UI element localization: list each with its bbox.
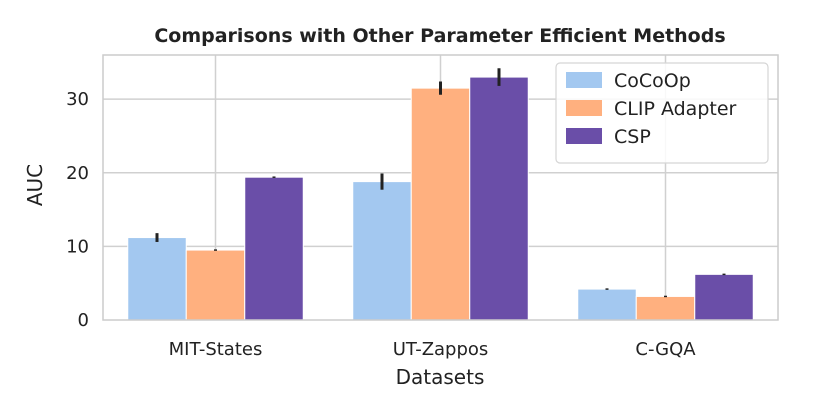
x-tick-label: MIT-States bbox=[169, 339, 263, 360]
bar-cocoop-mit-states bbox=[127, 237, 187, 321]
legend: CoCoOp CLIP Adapter CSP bbox=[555, 62, 769, 164]
bar-cocoop-c-gqa bbox=[577, 288, 637, 321]
bar-clip-adapter-mit-states bbox=[185, 249, 246, 321]
y-axis-label: AUC bbox=[23, 164, 47, 206]
bar-clip-adapter-ut-zappos bbox=[410, 87, 471, 321]
y-tick-label: 20 bbox=[66, 163, 89, 184]
y-tick-label: 30 bbox=[66, 89, 89, 110]
bar-csp-c-gqa bbox=[694, 273, 754, 321]
chart-title: Comparisons with Other Parameter Efficie… bbox=[154, 25, 725, 47]
legend-label-clip-adapter: CLIP Adapter bbox=[614, 98, 737, 120]
bar-clip-adapter-c-gqa bbox=[635, 295, 696, 321]
legend-swatch-clip-adapter bbox=[566, 100, 602, 116]
legend-swatch-csp bbox=[566, 128, 602, 144]
x-axis-label: Datasets bbox=[396, 365, 485, 389]
bar-cocoop-ut-zappos bbox=[352, 181, 412, 321]
bar-csp-mit-states bbox=[244, 176, 304, 321]
legend-box bbox=[555, 62, 769, 164]
plot-frame bbox=[102, 54, 779, 321]
x-tick-label: UT-Zappos bbox=[393, 339, 489, 360]
bar-csp-ut-zappos bbox=[469, 76, 529, 321]
legend-swatch-cocoop bbox=[566, 72, 602, 88]
x-tick-label: C-GQA bbox=[635, 339, 696, 360]
legend-label-cocoop: CoCoOp bbox=[614, 70, 691, 92]
legend-label-csp: CSP bbox=[614, 126, 651, 148]
y-tick-label: 10 bbox=[66, 236, 89, 257]
y-tick-label: 0 bbox=[78, 310, 89, 331]
